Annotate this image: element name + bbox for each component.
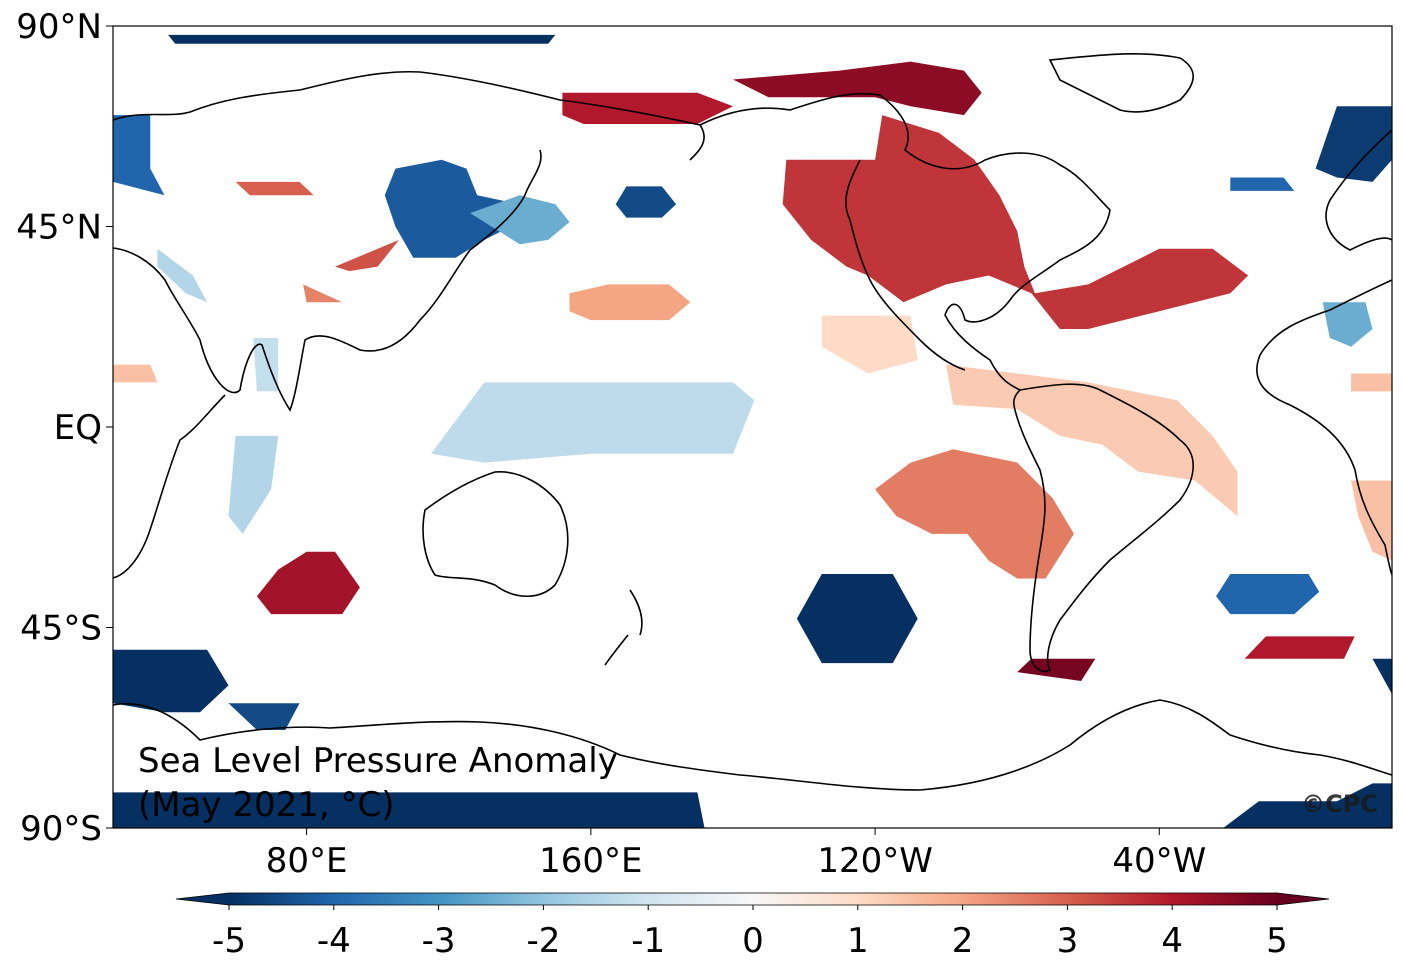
coast-south-america (1013, 383, 1194, 672)
anomaly-region-siberia-low (384, 159, 520, 258)
y-tick-label: 45°S (20, 609, 102, 649)
anomaly-region-south-america-red (875, 449, 1074, 579)
colorbar: -5 -4 -3 -2 -1 0 1 2 3 4 5 (175, 892, 1330, 961)
coast-north-america (699, 92, 1111, 391)
anomaly-region-tropical-atlantic-red (946, 364, 1238, 517)
title-line-1: Sea Level Pressure Anomaly (138, 741, 618, 781)
colorbar-gradient (229, 893, 1277, 905)
coast-africa (113, 394, 226, 579)
anomaly-region-pakistan-red (303, 284, 343, 303)
coast-antarctica (113, 699, 1392, 791)
y-tick-label: 45°N (16, 208, 102, 248)
colorbar-tick-label: -1 (631, 921, 665, 961)
anomaly-region-central-pacific-red (569, 284, 691, 321)
colorbar-tick-label: 3 (1057, 921, 1079, 961)
x-tick-label: 80°E (266, 841, 348, 881)
anomaly-region-bering-red (733, 61, 982, 116)
anomaly-region-mongolia-red (335, 239, 399, 272)
x-tick-label: 40°W (1112, 841, 1206, 881)
anomaly-region-north-america-red (782, 115, 1249, 329)
anomaly-region-antarctic-west (113, 792, 705, 828)
y-tick-label: EQ (54, 408, 102, 448)
y-axis: 90°N 45°N EQ 45°S 90°S (16, 7, 113, 849)
anomaly-region-southern-indian-low (113, 649, 229, 713)
anomaly-region-se-pacific-low (796, 574, 918, 664)
credit-label: ©CPC (1301, 790, 1378, 818)
anomaly-region-indian-ocean-blue (228, 435, 279, 534)
anomaly-region-north-atlantic-ne (1315, 106, 1392, 182)
anomaly-region-north-atlantic-east (113, 115, 165, 196)
coastlines (113, 53, 1392, 791)
colorbar-tick-label: 0 (742, 921, 764, 961)
anomaly-region-hawaii-red (821, 315, 918, 374)
anomaly-region-japan-ext (470, 195, 570, 245)
colorbar-tick-label: -5 (212, 921, 246, 961)
anomaly-region-south-atlantic-low (1216, 574, 1320, 615)
colorbar-tick-label: 4 (1161, 921, 1183, 961)
anomaly-region-siberia-red (235, 181, 314, 196)
anomaly-region-antarctic-east (1223, 783, 1392, 828)
anomaly-region-east-edge-red (1351, 373, 1392, 392)
anomaly-region-south-atlantic-red (1244, 636, 1355, 659)
anomaly-region-west-indian-red (113, 364, 158, 383)
colorbar-extend-min (176, 893, 229, 905)
anomaly-region-north-pacific-blue (615, 186, 677, 218)
anomaly-region-arabia-blue (253, 337, 279, 392)
title-line-2: (May 2021, °C) (138, 785, 395, 825)
anomaly-region-caspian-blue (157, 248, 208, 303)
colorbar-tick-label: 2 (952, 921, 974, 961)
colorbar-tick-label: -2 (526, 921, 560, 961)
anomaly-region-arctic-strip (168, 34, 556, 44)
anomaly-region-drake-red (1017, 658, 1096, 681)
y-tick-label: 90°N (16, 7, 102, 47)
coast-new-zealand (604, 589, 643, 666)
coast-europe-africa-east (1256, 129, 1392, 576)
colorbar-tick-label: 5 (1266, 921, 1288, 961)
x-tick-label: 160°E (539, 841, 642, 881)
colorbar-tick-label: -4 (317, 921, 351, 961)
anomaly-region-arctic-pacific-red (562, 92, 733, 124)
x-tick-label: 120°W (817, 841, 933, 881)
y-tick-label: 90°S (20, 809, 102, 849)
colorbar-tick-label: 1 (847, 921, 869, 961)
anomaly-region-w-pacific-equator (431, 382, 755, 463)
anomaly-region-east-edge-blue (1372, 658, 1392, 695)
coast-eurasia (113, 70, 705, 412)
anomaly-region-southern-indian-low2 (228, 703, 300, 730)
colorbar-tick-label: -3 (422, 921, 456, 961)
x-axis: 80°E 160°E 120°W 40°W (266, 828, 1206, 881)
anomaly-region-north-atlantic-west (1230, 177, 1295, 191)
anomaly-region-south-indian-red (256, 551, 360, 615)
anomaly-layer (113, 34, 1392, 828)
coast-australia (422, 471, 569, 597)
colorbar-extend-max (1277, 893, 1329, 905)
anomaly-region-azores-blue (1322, 302, 1373, 347)
coast-greenland (1048, 53, 1194, 113)
